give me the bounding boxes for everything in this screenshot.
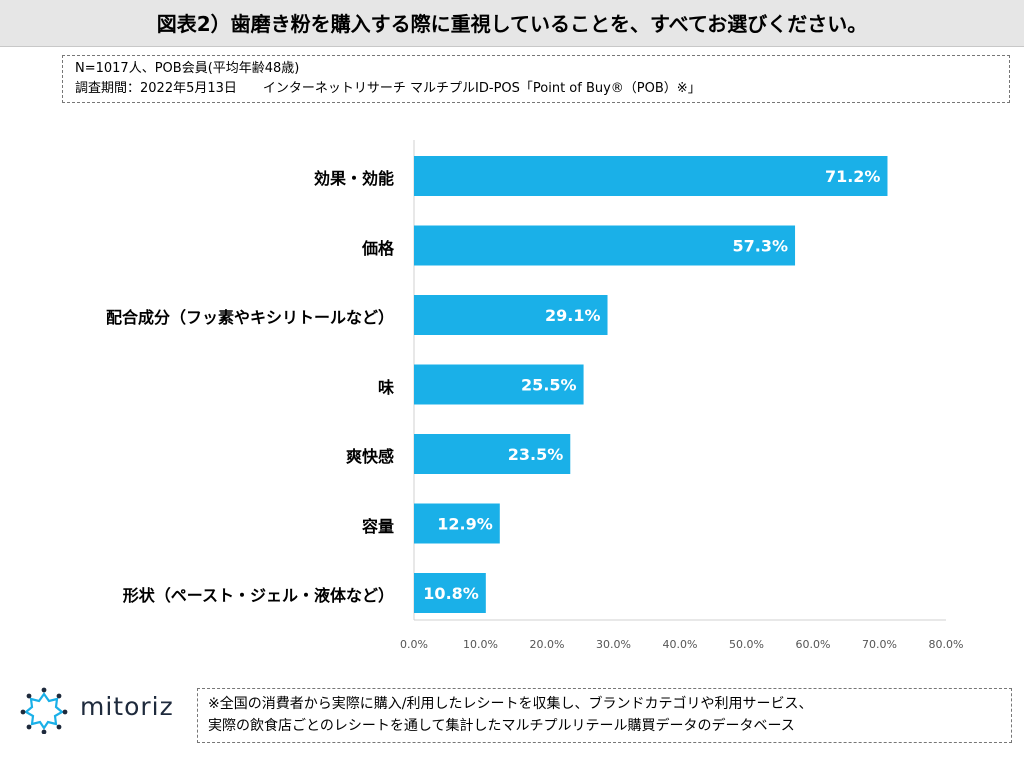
- bar-value-label: 57.3%: [733, 237, 789, 256]
- footnote-line-1: ※全国の消費者から実際に購入/利用したレシートを収集し、ブランドカテゴリや利用サ…: [208, 696, 813, 712]
- bar: [414, 364, 584, 405]
- survey-period-info: 調査期間：2022年5月13日 インターネットリサーチ マルチプルID-POS「…: [75, 81, 701, 96]
- survey-info-box: N=1017人、POB会員(平均年齢48歳) 調査期間：2022年5月13日 イ…: [62, 55, 1010, 103]
- bar-value-label: 25.5%: [521, 376, 577, 395]
- x-tick-label: 80.0%: [929, 638, 964, 651]
- bar: [414, 225, 796, 266]
- x-tick-label: 10.0%: [463, 638, 498, 651]
- category-label: 配合成分（フッ素やキシリトールなど）: [105, 308, 394, 327]
- x-tick-label: 0.0%: [400, 638, 428, 651]
- footnote-line-2: 実際の飲食店ごとのレシートを通して集計したマルチプルリテール購買データのデータベ…: [208, 718, 795, 734]
- bar: [414, 573, 486, 613]
- bar: [414, 295, 608, 335]
- x-tick-label: 50.0%: [729, 638, 764, 651]
- bar-value-label: 10.8%: [423, 584, 479, 603]
- mitoriz-logo-icon: [20, 687, 68, 734]
- x-tick-label: 40.0%: [663, 638, 698, 651]
- title-bar: 図表2）歯磨き粉を購入する際に重視していることを、すべてお選びください。: [0, 0, 1024, 47]
- category-label: 容量: [361, 516, 394, 536]
- category-label: 価格: [361, 238, 394, 258]
- bar: [414, 434, 571, 474]
- category-label: 形状（ペースト・ジェル・液体など）: [122, 586, 394, 605]
- x-tick-label: 70.0%: [862, 638, 897, 651]
- x-tick-label: 20.0%: [530, 638, 565, 651]
- bar-value-label: 29.1%: [545, 306, 601, 325]
- bar-value-label: 12.9%: [437, 515, 493, 534]
- logo-text: mitoriz: [80, 692, 174, 721]
- survey-sample-info: N=1017人、POB会員(平均年齢48歳): [75, 61, 300, 76]
- bar-value-label: 23.5%: [508, 445, 564, 464]
- bar: [414, 503, 500, 544]
- category-label: 味: [377, 377, 394, 397]
- x-tick-label: 60.0%: [796, 638, 831, 651]
- bar-value-label: 71.2%: [825, 167, 881, 186]
- footnote-box: ※全国の消費者から実際に購入/利用したレシートを収集し、ブランドカテゴリや利用サ…: [197, 688, 1012, 743]
- bar: [414, 156, 888, 196]
- x-tick-label: 30.0%: [596, 638, 631, 651]
- mitoriz-logo: mitoriz: [20, 686, 210, 736]
- category-label: 爽快感: [345, 447, 394, 466]
- category-label: 効果・効能: [313, 169, 394, 188]
- page-title: 図表2）歯磨き粉を購入する際に重視していることを、すべてお選びください。: [156, 12, 868, 36]
